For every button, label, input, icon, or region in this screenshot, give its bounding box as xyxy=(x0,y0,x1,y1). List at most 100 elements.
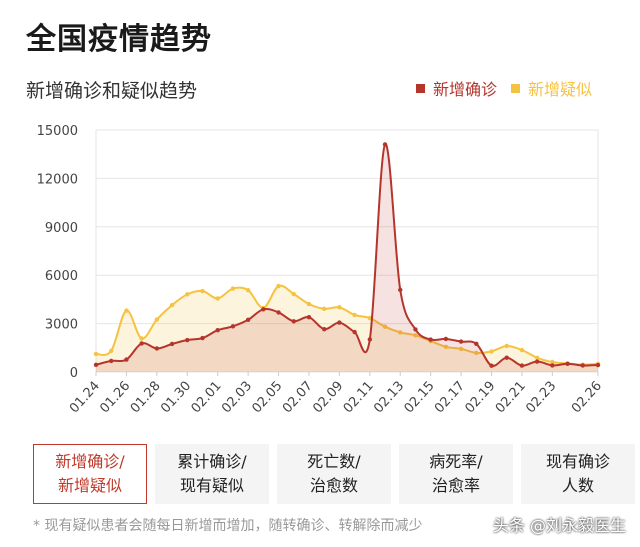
footnote: * 现有疑似患者会随每日新增而增加，随转确诊、转解除而减少 xyxy=(33,518,423,534)
data-point xyxy=(124,357,129,362)
data-point xyxy=(230,324,236,329)
data-point xyxy=(458,346,464,352)
data-point xyxy=(352,312,357,318)
series-line-1 xyxy=(95,284,599,366)
data-point xyxy=(185,292,190,297)
data-point xyxy=(93,362,99,368)
data-point xyxy=(261,307,266,312)
legend-swatch-confirmed xyxy=(415,83,425,93)
metric-tabs: 新增确诊/ 新增疑似 累计确诊/ 现有疑似 死亡数/ 治愈数 病死率/ 治愈率 … xyxy=(33,444,635,504)
data-point xyxy=(534,359,540,364)
data-point xyxy=(489,363,494,368)
x-tick-label: 02.03 xyxy=(219,379,255,417)
tab-fatality-cure-rate[interactable]: 病死率/ 治愈率 xyxy=(399,444,513,504)
data-point xyxy=(398,330,403,335)
data-point xyxy=(504,355,509,360)
data-point xyxy=(534,355,540,360)
x-tick-label: 02.23 xyxy=(523,379,559,417)
series-area-1 xyxy=(96,285,598,372)
legend-label-confirmed: 新增确诊 xyxy=(432,80,497,99)
x-tick-label: 01.28 xyxy=(128,379,164,417)
data-point xyxy=(124,308,129,313)
data-point xyxy=(139,341,144,346)
y-tick-label: 9000 xyxy=(45,221,78,236)
data-point xyxy=(337,320,342,325)
data-point xyxy=(519,363,525,368)
x-tick-label: 01.30 xyxy=(158,379,194,417)
data-point xyxy=(185,337,190,343)
x-tick-label: 02.21 xyxy=(493,379,529,417)
data-point xyxy=(565,361,570,367)
data-point xyxy=(458,339,464,344)
data-point xyxy=(367,337,373,342)
data-point xyxy=(352,329,357,335)
x-tick-label: 01.24 xyxy=(67,379,103,417)
page-title: 全国疫情趋势 xyxy=(26,22,212,57)
y-tick-label: 0 xyxy=(70,366,78,381)
data-point xyxy=(200,288,205,294)
tab-current-confirmed[interactable]: 现有确诊 人数 xyxy=(521,444,635,504)
data-point xyxy=(580,363,585,368)
data-point xyxy=(428,337,433,342)
data-point xyxy=(489,349,494,354)
x-tick-label: 02.09 xyxy=(310,379,346,417)
watermark: 头条 @刘永毅医生 xyxy=(492,516,626,535)
x-tick-label: 02.11 xyxy=(341,379,377,417)
data-point xyxy=(321,326,327,332)
data-point xyxy=(413,327,418,332)
data-point xyxy=(306,314,312,320)
tab-new-confirmed-suspected[interactable]: 新增确诊/ 新增疑似 xyxy=(33,444,147,504)
data-point xyxy=(595,362,601,368)
tab-deaths-cured[interactable]: 死亡数/ 治愈数 xyxy=(277,444,391,504)
data-point xyxy=(169,341,175,347)
y-tick-label: 6000 xyxy=(45,269,78,284)
y-tick-label: 3000 xyxy=(45,318,78,333)
y-tick-label: 12000 xyxy=(37,172,78,187)
data-point xyxy=(109,358,114,364)
data-point xyxy=(443,344,449,349)
chart-title: 新增确诊和疑似趋势 xyxy=(26,80,198,102)
x-tick-label: 02.05 xyxy=(249,379,285,417)
data-point xyxy=(245,287,251,293)
trend-chart: 0 3000 6000 9000 12000 15000 01.2401.2601.2801… xyxy=(37,124,605,417)
x-tick-label: 02.26 xyxy=(569,379,605,417)
series-area-0 xyxy=(96,143,598,372)
data-point xyxy=(200,335,205,341)
data-point xyxy=(291,319,296,324)
data-point xyxy=(169,302,175,308)
x-tick-label: 02.07 xyxy=(280,379,316,417)
data-point xyxy=(382,324,388,329)
data-point xyxy=(443,336,449,342)
x-tick-label: 02.13 xyxy=(371,379,407,417)
data-point xyxy=(276,310,281,315)
data-point xyxy=(398,287,403,293)
tab-cumulative-confirmed-suspected[interactable]: 累计确诊/ 现有疑似 xyxy=(155,444,269,504)
data-point xyxy=(474,341,479,346)
data-point xyxy=(109,348,114,354)
data-point xyxy=(215,328,220,333)
legend-item-confirmed[interactable]: 新增确诊 xyxy=(415,76,497,100)
x-tick-label: 01.26 xyxy=(97,379,133,417)
data-point xyxy=(291,291,296,297)
x-tick-label: 02.01 xyxy=(189,379,225,417)
x-tick-label: 02.15 xyxy=(402,379,438,417)
legend-item-suspected[interactable]: 新增疑似 xyxy=(510,76,592,100)
data-point xyxy=(519,347,525,353)
data-point xyxy=(245,317,251,323)
data-point xyxy=(215,296,220,301)
data-point xyxy=(93,351,99,357)
data-point xyxy=(504,343,509,349)
data-point xyxy=(474,350,479,356)
data-point xyxy=(337,305,342,310)
data-point xyxy=(550,359,555,365)
x-tick-label: 02.17 xyxy=(432,379,468,417)
legend: 新增确诊 新增疑似 xyxy=(415,76,592,100)
data-point xyxy=(154,346,160,351)
data-point xyxy=(154,317,160,322)
data-point xyxy=(382,142,388,147)
data-point xyxy=(550,363,555,368)
data-point xyxy=(306,301,312,307)
data-point xyxy=(321,306,327,312)
x-tick-label: 02.19 xyxy=(462,379,498,417)
legend-label-suspected: 新增疑似 xyxy=(527,80,592,99)
